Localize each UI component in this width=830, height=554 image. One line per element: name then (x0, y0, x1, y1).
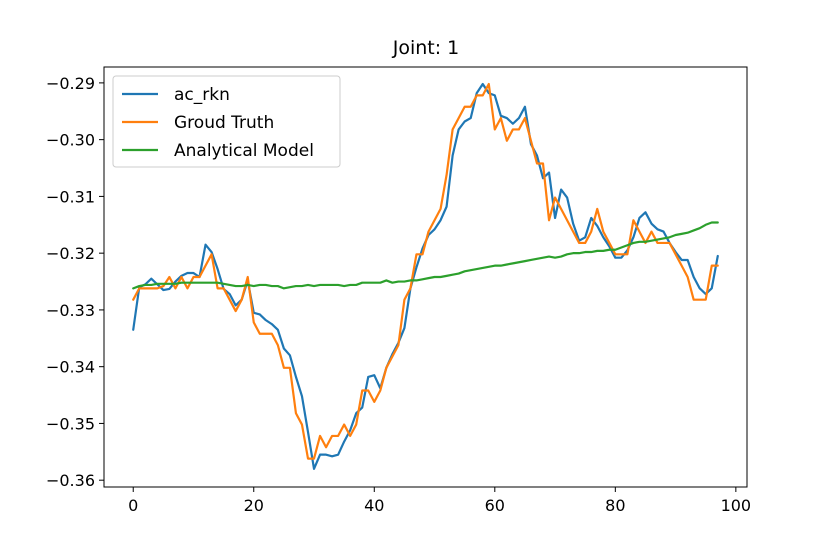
y-tick-label: −0.33 (46, 301, 95, 320)
x-tick-label: 40 (364, 496, 384, 515)
y-axis: −0.36 −0.35 −0.34 −0.33 −0.32 −0.31 −0.30 −0.29 (46, 74, 104, 490)
legend-label: ac_rkn (174, 85, 230, 105)
legend-label: Groud Truth (174, 113, 274, 133)
x-axis: 0 20 40 60 80 100 (128, 487, 751, 515)
x-tick-label: 20 (244, 496, 264, 515)
series-line-1 (132, 82, 719, 460)
x-tick-label: 80 (605, 496, 625, 515)
legend-label: Analytical Model (174, 141, 314, 161)
series-layer (132, 82, 719, 470)
y-tick-label: −0.34 (46, 358, 95, 377)
x-tick-label: 100 (721, 496, 752, 515)
y-tick-label: −0.29 (46, 74, 95, 93)
x-tick-label: 0 (128, 496, 138, 515)
y-tick-label: −0.36 (46, 471, 95, 490)
series-line-2 (132, 221, 719, 290)
y-tick-label: −0.30 (46, 131, 95, 150)
chart-title: Joint: 1 (392, 37, 460, 59)
legend-box (112, 75, 341, 168)
legend: ac_rkn Groud Truth Analytical Model (112, 75, 341, 168)
x-tick-label: 60 (485, 496, 505, 515)
y-tick-label: −0.31 (46, 187, 95, 206)
y-tick-label: −0.35 (46, 414, 95, 433)
y-tick-label: −0.32 (46, 244, 95, 263)
